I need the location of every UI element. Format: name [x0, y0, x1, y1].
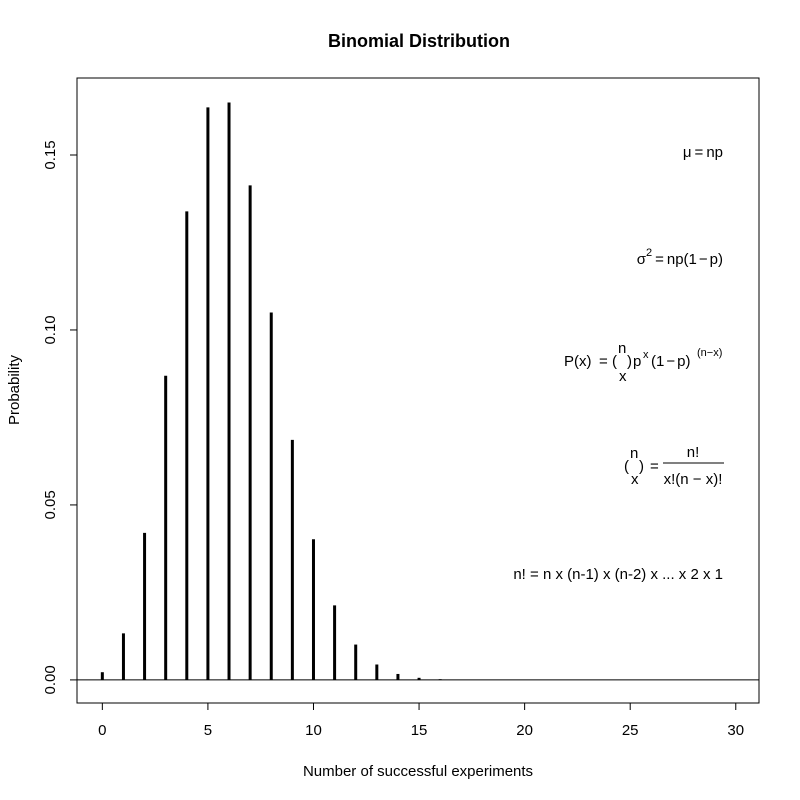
svg-text:n!: n! [687, 444, 700, 461]
svg-text:): ) [627, 353, 632, 370]
svg-text:x: x [643, 349, 649, 361]
svg-text:n: n [618, 340, 626, 357]
svg-text:): ) [639, 458, 644, 475]
plot-frame [76, 77, 760, 704]
x-axis-label: Number of successful experiments [303, 763, 533, 780]
formula-variance: σ2 = np(1− p) [637, 247, 723, 268]
svg-text:n: n [630, 445, 638, 462]
svg-text:=: = [650, 458, 659, 475]
mu-symbol: μ [683, 144, 692, 161]
y-tick-label: 0.15 [42, 140, 59, 169]
x-tick-label: 25 [622, 722, 639, 739]
svg-text:n! = n x (n-1) x (n-2) x ... x: n! = n x (n-1) x (n-2) x ... x 2 x 1 [513, 566, 723, 583]
sigma-symbol: σ [637, 251, 647, 268]
svg-text:x: x [631, 471, 639, 488]
formula-factorial: n! = n x (n-1) x (n-2) x ... x 2 x 1 [513, 566, 723, 583]
y-axis-label: Probability [6, 354, 23, 425]
x-tick-label: 10 [305, 722, 322, 739]
svg-text:(: ( [612, 353, 617, 370]
chart-title: Binomial Distribution [328, 31, 510, 51]
svg-text:p: p [633, 353, 641, 370]
y-tick-label: 0.10 [42, 315, 59, 344]
svg-text:x: x [619, 368, 627, 385]
y-axis: 0.00 0.05 0.10 0.15 [42, 140, 78, 695]
x-axis: 0 5 10 15 20 25 30 [98, 702, 744, 739]
x-tick-label: 30 [727, 722, 744, 739]
x-tick-label: 20 [516, 722, 533, 739]
y-tick-label: 0.00 [42, 665, 59, 694]
formula-pmf: P(x) = ( n x ) p x (1− p) (n−x) [564, 340, 722, 385]
svg-text:μ=np: μ = np [683, 144, 723, 161]
bars-group [100, 102, 463, 680]
svg-text:(n−x): (n−x) [697, 347, 722, 359]
x-tick-label: 5 [204, 722, 212, 739]
svg-text:(: ( [624, 458, 629, 475]
formula-mean: μ = np [683, 144, 723, 161]
svg-text:σ2=np(1−p): σ2 = np(1− p) [637, 247, 723, 268]
svg-text:(1−p): (1− p) [651, 353, 690, 370]
y-tick-label: 0.05 [42, 490, 59, 519]
x-tick-label: 15 [411, 722, 428, 739]
formula-binomial-coefficient: ( n x ) = n! x!(n − x)! [624, 444, 724, 488]
svg-text:x!(n − x)!: x!(n − x)! [664, 471, 723, 488]
svg-text:=: = [599, 353, 608, 370]
svg-text:P(x): P(x) [564, 353, 592, 370]
x-tick-label: 0 [98, 722, 106, 739]
